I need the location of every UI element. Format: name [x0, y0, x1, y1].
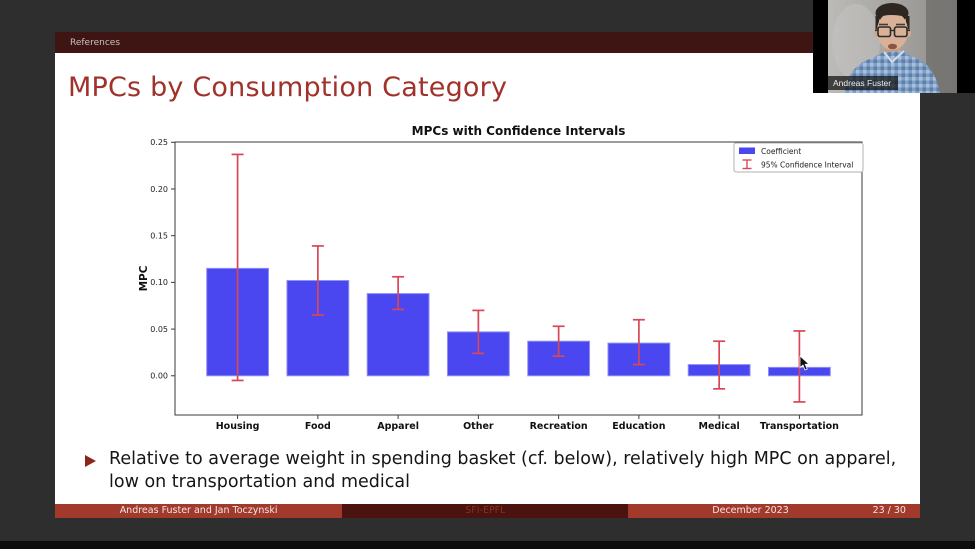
- errorbar-education: [632, 318, 645, 366]
- footer-institution: SFI-EPFL: [342, 504, 629, 518]
- y-axis-label: MPC: [138, 265, 150, 291]
- errorbar-food: [311, 245, 324, 316]
- y-tick-label: 0.15: [150, 231, 168, 240]
- x-tick-label: Medical: [699, 421, 740, 432]
- legend-ci-label: 95% Confidence Interval: [761, 161, 853, 170]
- presentation-slide: References MPCs by Consumption Category …: [55, 32, 920, 518]
- beamer-nav-bar: References: [55, 32, 920, 53]
- plot-frame: [174, 141, 863, 416]
- x-tick-label: Recreation: [530, 421, 588, 432]
- errorbar-transportation: [793, 330, 806, 403]
- x-tick-label: Apparel: [377, 421, 419, 432]
- legend-coefficient-label: Coefficient: [761, 147, 801, 156]
- y-tick-label: 0.20: [150, 185, 168, 194]
- y-tick-label: 0.25: [150, 138, 168, 147]
- bullet-triangle-icon: [85, 455, 96, 467]
- x-tick-label: Housing: [216, 421, 260, 432]
- footer-bar: Andreas Fuster and Jan Toczynski SFI-EPF…: [55, 504, 920, 518]
- errorbar-medical: [713, 340, 726, 390]
- x-tick-label: Food: [305, 421, 331, 432]
- footer-date: December 2023: [712, 505, 789, 516]
- bullet-item: Relative to average weight in spending b…: [85, 448, 900, 494]
- x-tick-label: Other: [463, 421, 494, 432]
- y-tick-label: 0.10: [150, 278, 168, 287]
- bottom-strip: [0, 541, 975, 549]
- slide-title: MPCs by Consumption Category: [68, 72, 508, 103]
- bullet-text: Relative to average weight in spending b…: [109, 449, 897, 493]
- y-tick-label: 0.00: [150, 372, 168, 381]
- chart-title: MPCs with Confidence Intervals: [412, 124, 626, 138]
- errorbar-recreation: [552, 325, 565, 358]
- x-tick-label: Education: [612, 421, 665, 432]
- errorbar-other: [472, 309, 485, 355]
- errorbar-apparel: [392, 275, 405, 311]
- mpc-bar-chart: MPCs with Confidence Intervals MPC 0.00 0.0…: [138, 124, 864, 432]
- footer-page-number: 23 / 30: [872, 505, 906, 516]
- nav-references-link: References: [70, 37, 121, 48]
- footer-authors: Andreas Fuster and Jan Toczynski: [55, 504, 343, 518]
- chart-legend: Coefficient 95% Confidence Interval: [733, 142, 864, 173]
- footer-right-section: December 2023 23 / 30: [628, 504, 920, 518]
- errorbar-housing: [231, 153, 244, 382]
- x-tick-label: Transportation: [760, 421, 839, 432]
- webcam-name-label: Andreas Fuster: [828, 76, 899, 90]
- mouse-cursor: [799, 356, 810, 371]
- y-tick-label: 0.05: [150, 325, 168, 334]
- webcam-panel[interactable]: Andreas Fuster: [813, 0, 975, 93]
